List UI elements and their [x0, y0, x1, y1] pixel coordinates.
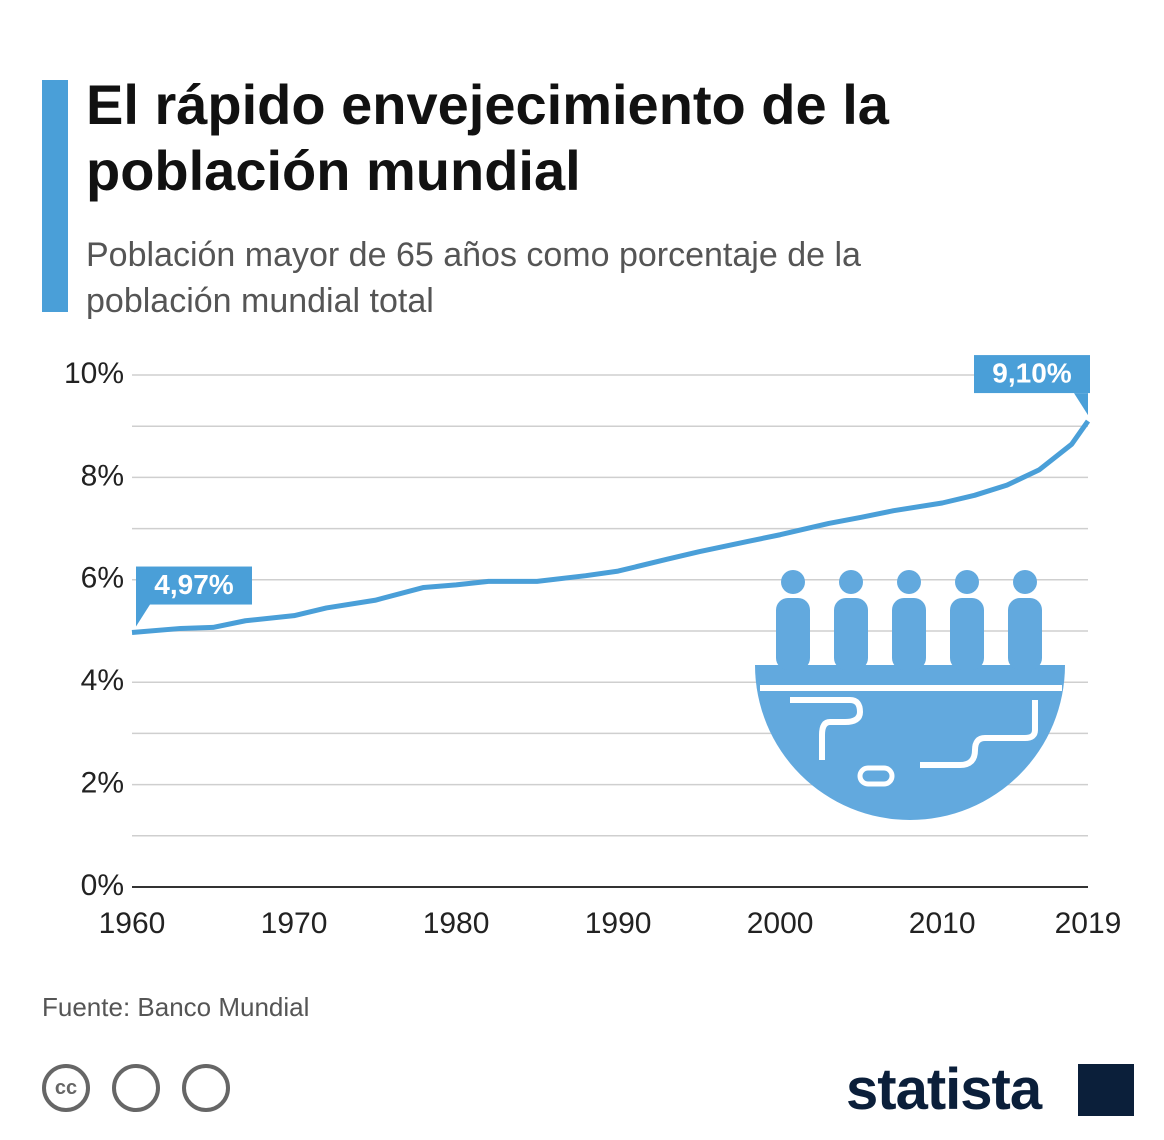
x-tick-label: 2000 — [747, 907, 814, 940]
label-pointer — [136, 604, 150, 627]
label-box — [974, 355, 1090, 394]
x-tick-label: 1960 — [99, 907, 166, 940]
accent-bar — [42, 80, 68, 312]
source: Fuente: Banco Mundial — [42, 992, 310, 1022]
y-tick-label: 4% — [81, 664, 124, 697]
logo-mark — [1078, 1064, 1134, 1116]
x-tick-label: 1980 — [423, 907, 490, 940]
data-label: 4,97% — [154, 569, 233, 600]
label-box — [136, 566, 252, 605]
logo: statista — [846, 1057, 1042, 1122]
line — [131, 419, 1091, 636]
y-tick-label: 2% — [81, 767, 124, 800]
label-pointer — [1074, 393, 1088, 416]
x-tick-label: 1990 — [585, 907, 652, 940]
icon — [755, 570, 1065, 820]
x-tick-label: 2019 — [1055, 907, 1122, 940]
x-tick-label: 2010 — [909, 907, 976, 940]
y-tick-label: 0% — [81, 869, 124, 902]
y-tick-label: 8% — [81, 459, 124, 492]
x-tick-label: 1970 — [261, 907, 328, 940]
license-icon: cc — [42, 1064, 90, 1112]
y-tick-label: 6% — [81, 562, 124, 595]
attribution-icon — [112, 1064, 160, 1112]
grid — [132, 374, 1088, 888]
y-tick-label: 10% — [64, 357, 124, 390]
chart-subtitle: Población mayor de 65 años como porcenta… — [86, 236, 861, 320]
data-label: 9,10% — [992, 357, 1071, 388]
noderivs-icon — [182, 1064, 230, 1112]
chart-title: El rápido envejecimiento de la población… — [86, 73, 889, 202]
